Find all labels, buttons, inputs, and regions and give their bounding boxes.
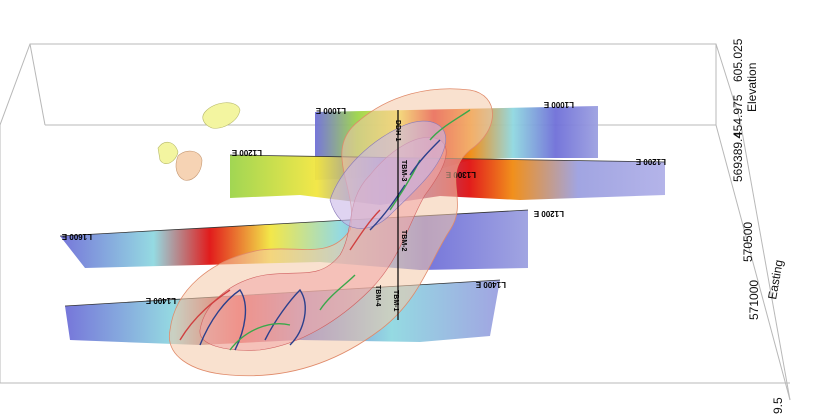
- section-label-l1000-right: L1000 E: [543, 100, 574, 109]
- drillhole-label-center-2: TBM-2: [400, 230, 407, 251]
- elevation-top-value: 605.025: [731, 38, 745, 82]
- section-label-l1200-left: L1200 E: [231, 148, 262, 157]
- drillhole-label-low-2: TBM-4: [374, 285, 381, 306]
- drillhole-label-center-1: TBM-3: [400, 160, 407, 181]
- section-label-l1600-left: L1600 E: [61, 232, 92, 241]
- section-label-l1400-left: L1400 E: [145, 296, 176, 305]
- purple-shell: [329, 120, 447, 229]
- section-label-l1300-right: L1300 E: [445, 170, 476, 179]
- yellow-shell-blob: [157, 141, 179, 164]
- easting-value-1: 570500: [741, 222, 755, 262]
- drillhole-label-low-1: TBM-1: [392, 290, 399, 311]
- section-label-l1200-right: L1200 E: [635, 157, 666, 166]
- elevation-axis-title: Elevation: [745, 63, 759, 112]
- section-label-l1400-right: L1400 E: [475, 280, 506, 289]
- section-label-l1000-left: L1000 E: [315, 106, 346, 115]
- geology-contours: [179, 109, 471, 351]
- section-label-l1400-mid-right: L1200 E: [533, 209, 564, 218]
- easting-axis-title: Easting: [765, 259, 786, 301]
- orange-shell-blob: [175, 150, 203, 181]
- yellow-shell-blob: [202, 102, 241, 129]
- elevation-mid-value: 454.975: [731, 94, 745, 138]
- drillhole-label-top: DDH-1: [394, 120, 401, 141]
- northing-value: 569389.4: [731, 132, 745, 182]
- bottom-axis-value: 9.5: [771, 397, 785, 414]
- easting-value-2: 571000: [747, 280, 761, 320]
